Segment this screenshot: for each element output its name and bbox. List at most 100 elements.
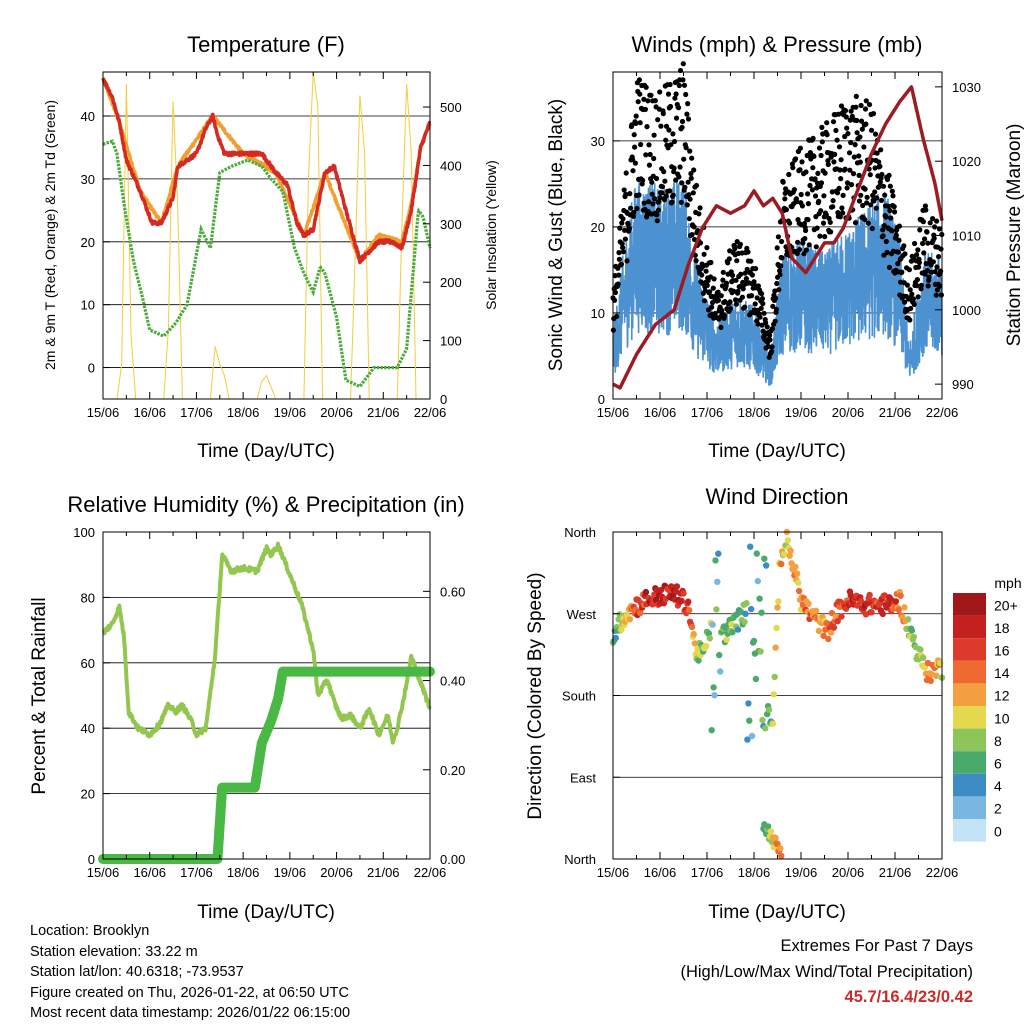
x-tick-label: 15/06 <box>597 865 630 880</box>
y2-tick-label: 1020 <box>952 154 981 169</box>
pressure-line <box>611 85 944 390</box>
gust-point <box>619 220 625 226</box>
gust-point <box>683 91 689 98</box>
gust-point <box>680 77 686 83</box>
humidity-title: Relative Humidity (%) & Precipitation (i… <box>67 492 464 517</box>
direction-point <box>767 828 775 835</box>
direction-point <box>753 550 760 557</box>
gust-point <box>805 201 812 207</box>
x-tick-label: 20/06 <box>320 865 353 880</box>
gust-point <box>673 91 679 97</box>
direction-point <box>784 537 791 544</box>
gust-point <box>815 170 821 176</box>
direction-point <box>775 598 782 605</box>
direction-point <box>864 600 871 607</box>
gust-point <box>872 131 879 137</box>
gust-point <box>907 287 913 293</box>
direction-point <box>792 563 799 571</box>
gust-point <box>693 182 700 189</box>
gust-point <box>843 114 849 120</box>
gust-point <box>708 259 714 266</box>
y2-tick-label: 0.60 <box>440 584 465 599</box>
gust-point <box>813 244 819 250</box>
gust-point <box>880 233 886 239</box>
gust-point <box>709 304 715 310</box>
gust-point <box>691 224 697 230</box>
gust-point <box>689 155 695 161</box>
gust-point <box>640 177 646 183</box>
gust-point <box>915 294 921 300</box>
y-tick-label: 0 <box>598 392 605 407</box>
gust-point <box>867 172 873 178</box>
gust-point <box>774 280 780 287</box>
gust-point <box>630 168 636 174</box>
x-tick-label: 16/06 <box>644 865 677 880</box>
gust-point <box>616 272 622 278</box>
colorbar-segment <box>953 728 986 752</box>
y2-tick-label: 1010 <box>952 229 981 244</box>
gust-point <box>830 119 837 125</box>
gust-point <box>673 115 680 121</box>
direction-point <box>910 633 917 641</box>
gust-point <box>693 258 699 264</box>
gust-point <box>749 272 756 278</box>
direction-point <box>772 834 779 842</box>
gust-point <box>687 196 693 202</box>
gust-point <box>780 179 786 185</box>
direction-point <box>678 597 685 605</box>
direction-point <box>612 634 619 642</box>
gust-point <box>892 209 898 215</box>
colorbar-segment <box>953 660 986 684</box>
gust-point <box>848 108 854 114</box>
extremes-title: Extremes For Past 7 Days <box>780 937 973 955</box>
x-tick-label: 21/06 <box>367 865 400 880</box>
gust-point <box>884 176 891 183</box>
direction-point <box>747 543 754 550</box>
gust-point <box>922 236 928 242</box>
gust-point <box>651 155 657 162</box>
gust-point <box>889 188 895 194</box>
gust-point <box>743 276 750 282</box>
direction-point <box>762 725 769 732</box>
gust-point <box>910 296 917 302</box>
colorbar-label: 12 <box>994 688 1010 704</box>
gust-point <box>797 145 804 151</box>
gust-point <box>626 225 633 232</box>
gust-point <box>821 193 827 199</box>
gust-point <box>634 205 640 212</box>
gust-point <box>872 165 878 171</box>
x-tick-label: 15/06 <box>87 405 120 420</box>
gust-point <box>811 153 817 159</box>
gust-point <box>887 183 893 189</box>
gust-point <box>893 232 899 238</box>
x-tick-label: 17/06 <box>691 865 724 880</box>
x-tick-label: 15/06 <box>87 865 120 880</box>
gust-point <box>812 176 818 182</box>
gust-point <box>701 298 708 304</box>
x-tick-label: 21/06 <box>367 405 400 420</box>
y-tick-label: 100 <box>73 525 95 540</box>
x-tick-label: 17/06 <box>691 405 724 420</box>
gust-point <box>844 125 850 131</box>
gust-point <box>859 126 865 132</box>
gust-point <box>847 167 853 173</box>
direction-point <box>756 595 763 602</box>
gust-point <box>938 292 945 298</box>
direction-point <box>827 629 835 636</box>
gust-point <box>616 256 623 262</box>
gust-point <box>914 283 920 289</box>
gust-point <box>823 212 829 218</box>
gust-point <box>882 192 888 198</box>
y-tick-label: 80 <box>81 590 95 605</box>
gust-point <box>891 204 897 210</box>
gust-point <box>759 291 765 297</box>
gust-point <box>648 92 654 98</box>
x-tick-label: 16/06 <box>644 405 677 420</box>
gust-point <box>704 245 710 251</box>
gust-point <box>883 238 889 245</box>
gust-point <box>658 123 664 129</box>
gust-point <box>885 203 891 209</box>
direction-point <box>838 613 845 620</box>
gust-point <box>779 255 785 261</box>
direction-point <box>866 591 873 599</box>
